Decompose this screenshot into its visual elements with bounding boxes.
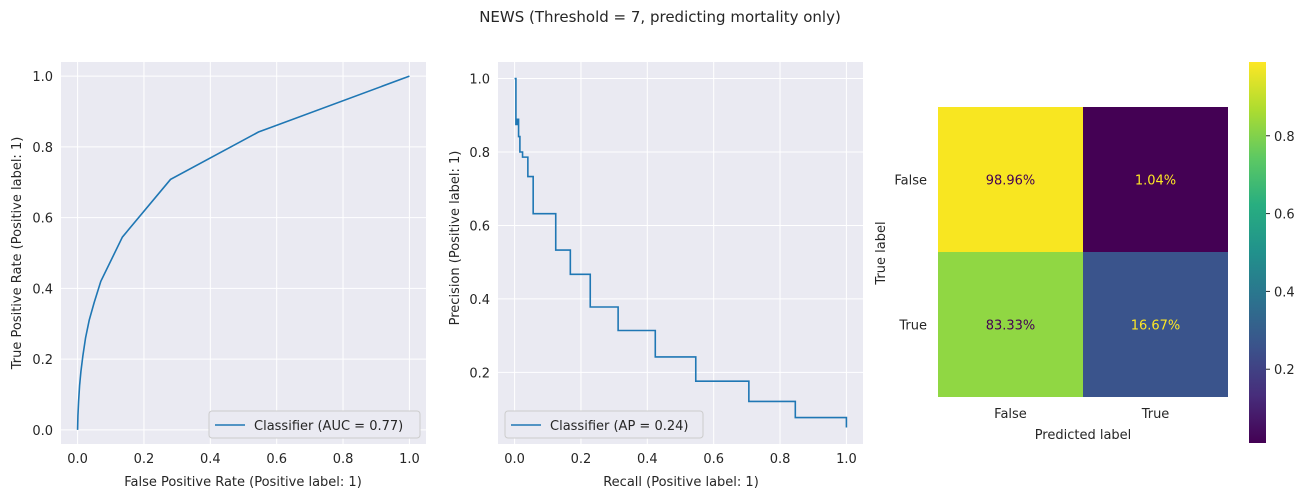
roc-x-axis-label: False Positive Rate (Positive label: 1): [124, 475, 362, 490]
pr-y-tick-label: 0.2: [469, 366, 490, 381]
roc-y-tick-label: 0.0: [32, 424, 53, 439]
roc-y-tick-label: 0.2: [32, 353, 53, 368]
roc-x-tick-label: 0.8: [333, 452, 354, 467]
pr-x-tick-label: 0.6: [703, 452, 724, 467]
pr-y-tick-label: 0.8: [469, 146, 490, 161]
confusion-matrix-cells: 98.96% 1.04% 83.33% 16.67%: [938, 107, 1228, 397]
colorbar-tick-labels: 0.2 0.4 0.6 0.8: [1266, 130, 1295, 378]
colorbar-tick-label: 0.4: [1274, 285, 1295, 300]
roc-grid: [61, 62, 426, 444]
pr-x-tick-label: 0.2: [571, 452, 592, 467]
confusion-matrix-panel: 98.96% 1.04% 83.33% 16.67% False True False Tr…: [874, 62, 1295, 443]
roc-axes-background: [61, 62, 426, 444]
roc-legend-box: [208, 410, 421, 439]
pr-legend-box: [504, 410, 704, 439]
pr-grid: [498, 62, 863, 444]
roc-y-tick-label: 0.4: [32, 282, 53, 297]
pr-y-axis-label: Precision (Positive label: 1): [448, 151, 463, 326]
roc-x-tick-label: 0.4: [200, 452, 221, 467]
roc-tick-labels: 0.0 0.2 0.4 0.6 0.8 1.0 0.0 0.2 0.4 0.6 0.8 1.0: [32, 70, 419, 467]
roc-y-tick-label: 0.6: [32, 212, 53, 227]
pr-y-tick-label: 1.0: [469, 73, 490, 88]
pr-x-tick-label: 0.8: [770, 452, 791, 467]
pr-x-tick-label: 0.4: [637, 452, 658, 467]
roc-x-tick-label: 0.2: [134, 452, 155, 467]
pr-curve-line: [514, 77, 848, 428]
colorbar-tick-label: 0.2: [1274, 363, 1295, 378]
cm-cell-label: 98.96%: [986, 174, 1036, 189]
roc-y-axis-label: True Positive Rate (Positive label: 1): [10, 137, 25, 371]
pr-tick-labels: 0.0 0.2 0.4 0.6 0.8 1.0 0.2 0.4 0.6 0.8 1.0: [469, 73, 856, 467]
cm-cell: [1083, 107, 1228, 252]
pr-x-axis-label: Recall (Positive label: 1): [603, 475, 759, 490]
cm-cell: [938, 252, 1083, 397]
cm-cell-label: 16.67%: [1131, 319, 1181, 334]
pr-y-tick-label: 0.4: [469, 293, 490, 308]
confusion-matrix-tick-labels: False True False True: [894, 174, 1169, 423]
cm-y-axis-label: True label: [874, 221, 889, 285]
pr-x-tick-label: 0.0: [504, 452, 525, 467]
cm-x-axis-label: Predicted label: [1035, 428, 1132, 443]
roc-curve-panel: 0.0 0.2 0.4 0.6 0.8 1.0 0.0 0.2 0.4 0.6 0.8 1.0 Fal…: [10, 62, 426, 490]
roc-y-tick-label: 1.0: [32, 70, 53, 85]
cm-x-tick-label: False: [994, 407, 1027, 422]
roc-x-tick-label: 1.0: [399, 452, 420, 467]
cm-cell-label: 83.33%: [986, 319, 1036, 334]
pr-legend: Classifier (AP = 0.24): [504, 410, 704, 439]
roc-legend-label: Classifier (AUC = 0.77): [254, 419, 403, 434]
cm-y-tick-label: True: [898, 319, 927, 334]
pr-legend-label: Classifier (AP = 0.24): [550, 419, 688, 434]
precision-recall-panel: 0.0 0.2 0.4 0.6 0.8 1.0 0.2 0.4 0.6 0.8 1.0 Recall…: [448, 62, 863, 490]
cm-cell-label: 1.04%: [1135, 174, 1176, 189]
roc-legend: Classifier (AUC = 0.77): [208, 410, 421, 439]
colorbar-tick-label: 0.8: [1274, 130, 1295, 145]
colorbar-tick-label: 0.6: [1274, 208, 1295, 223]
pr-axes-background: [498, 62, 863, 444]
roc-x-tick-label: 0.0: [67, 452, 88, 467]
cm-cell: [1083, 252, 1228, 397]
figure-title: NEWS (Threshold = 7, predicting mortalit…: [479, 8, 841, 26]
colorbar: [1249, 62, 1266, 443]
cm-x-tick-label: True: [1141, 407, 1170, 422]
cm-y-tick-label: False: [894, 174, 927, 189]
pr-x-tick-label: 1.0: [836, 452, 857, 467]
cm-cell: [938, 107, 1083, 252]
roc-y-tick-label: 0.8: [32, 141, 53, 156]
roc-curve-line: [76, 75, 410, 430]
pr-y-tick-label: 0.6: [469, 219, 490, 234]
roc-x-tick-label: 0.6: [266, 452, 287, 467]
